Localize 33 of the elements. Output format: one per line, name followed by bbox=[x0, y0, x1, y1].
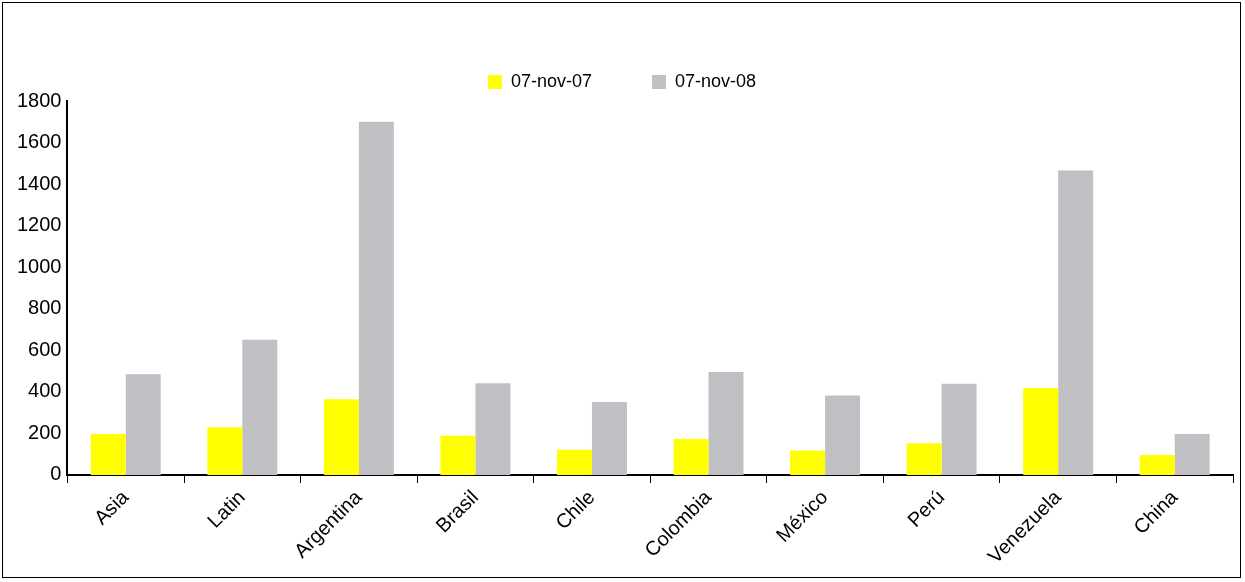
legend-label: 07-nov-07 bbox=[510, 70, 593, 91]
y-tick-label: 600 bbox=[28, 337, 62, 360]
x-tick-label: Asia bbox=[89, 485, 134, 529]
y-tick-label: 1000 bbox=[16, 254, 62, 277]
y-tick-label: 200 bbox=[28, 420, 62, 443]
y-tick-label: 1800 bbox=[16, 88, 62, 111]
bar bbox=[90, 434, 126, 475]
bar bbox=[790, 450, 826, 475]
bar bbox=[1174, 434, 1210, 475]
bar bbox=[906, 443, 942, 475]
y-tick-label: 1600 bbox=[16, 130, 62, 153]
bar bbox=[825, 395, 861, 475]
y-tick-label: 400 bbox=[28, 379, 62, 402]
y-tick-label: 1400 bbox=[16, 171, 62, 194]
bar bbox=[1023, 387, 1059, 475]
bar bbox=[673, 439, 709, 475]
bar bbox=[1058, 170, 1094, 475]
y-tick-label: 1200 bbox=[16, 213, 62, 236]
bar bbox=[358, 121, 394, 475]
y-tick-label: 0 bbox=[50, 462, 62, 485]
bar bbox=[557, 449, 592, 475]
bar bbox=[242, 339, 278, 475]
bar bbox=[323, 399, 359, 475]
bar bbox=[941, 383, 977, 475]
bar bbox=[207, 427, 243, 475]
bar bbox=[591, 402, 627, 475]
bar bbox=[125, 374, 161, 475]
bar bbox=[1139, 455, 1175, 475]
bar bbox=[475, 383, 511, 475]
bar bbox=[440, 435, 476, 475]
legend-label: 07-nov-08 bbox=[675, 70, 757, 91]
y-tick-label: 800 bbox=[28, 296, 62, 319]
bar bbox=[708, 371, 744, 475]
